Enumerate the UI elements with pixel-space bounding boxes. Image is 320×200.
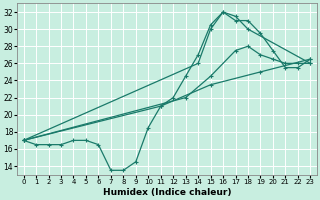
- X-axis label: Humidex (Indice chaleur): Humidex (Indice chaleur): [103, 188, 231, 197]
